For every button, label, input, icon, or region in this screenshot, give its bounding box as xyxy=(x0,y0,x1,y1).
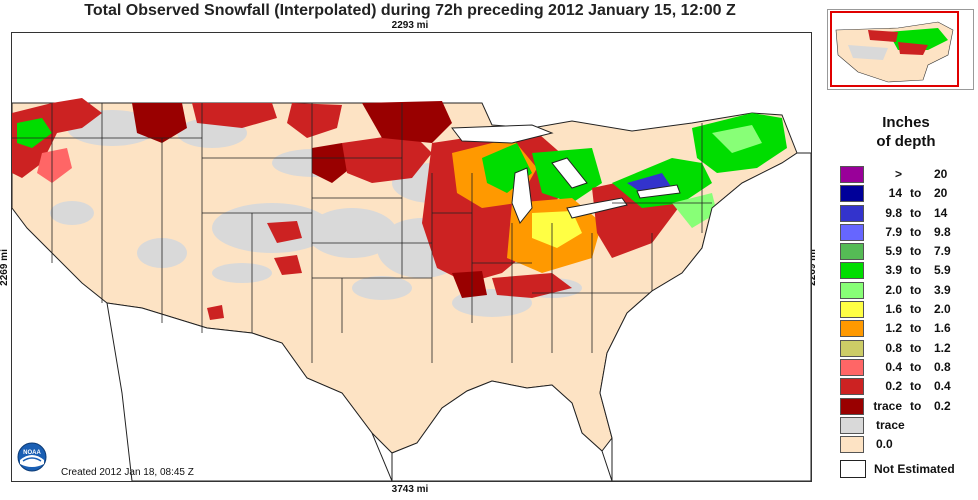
legend-range-to: to xyxy=(910,244,922,259)
state-borders xyxy=(12,103,712,363)
legend-range-to: to xyxy=(910,321,922,336)
legend-range-low: 0.2 xyxy=(885,379,902,394)
legend-range-low: trace xyxy=(873,398,902,413)
legend-range-high: 1.2 xyxy=(934,340,951,355)
legend-range-high: 0.8 xyxy=(934,359,951,374)
legend-range-low: > xyxy=(894,167,902,181)
legend-swatch xyxy=(840,223,864,241)
legend-swatch xyxy=(840,281,864,299)
legend-range-low: 14 xyxy=(888,186,902,201)
legend-range-to: to xyxy=(910,302,922,317)
legend-range-to: to xyxy=(910,186,922,201)
legend-range-low: 3.9 xyxy=(885,263,902,278)
legend-range-high: 20 xyxy=(934,167,948,181)
legend-swatch xyxy=(840,185,864,203)
legend-range-high: 2.0 xyxy=(934,302,951,317)
legend-range-to: to xyxy=(910,224,922,239)
top-distance-label: 2293 mi xyxy=(391,20,429,31)
overview-inset-map[interactable] xyxy=(827,9,974,90)
legend-swatch xyxy=(840,436,864,454)
legend-range-low: 7.9 xyxy=(885,224,902,239)
legend-range-low: 1.6 xyxy=(885,302,902,317)
legend-range-high: 3.9 xyxy=(934,282,951,297)
legend-range-to: to xyxy=(910,379,922,394)
inset-view-rectangle xyxy=(830,11,959,87)
legend-range-to: to xyxy=(910,282,922,297)
legend-heading-line2: of depth xyxy=(876,133,936,150)
legend-range-low: 1.2 xyxy=(885,321,902,336)
mexico-land xyxy=(106,302,393,481)
legend-range-to: to xyxy=(910,263,922,278)
legend-heading-line1: Inches xyxy=(882,114,930,131)
legend-swatch xyxy=(840,416,864,434)
legend-range-low: 9.8 xyxy=(885,205,902,220)
not-estimated-swatch xyxy=(840,460,866,478)
legend-swatch xyxy=(840,358,864,376)
legend-swatch xyxy=(840,301,864,319)
legend-range-to: to xyxy=(910,359,922,374)
snowfall-map-canvas xyxy=(12,33,811,481)
legend-label: trace xyxy=(876,417,905,432)
legend-swatch xyxy=(840,339,864,357)
legend-range-high: 7.9 xyxy=(934,244,951,259)
legend-swatch xyxy=(840,243,864,261)
legend-range-to: to xyxy=(910,340,922,355)
legend-swatch xyxy=(840,262,864,280)
not-estimated-label: Not Estimated xyxy=(874,462,955,476)
legend-swatch xyxy=(840,378,864,396)
legend-swatch xyxy=(840,204,864,222)
legend-range-high: 5.9 xyxy=(934,263,951,278)
legend-heading: Inches of depth xyxy=(846,113,966,151)
legend-range-low: 0.8 xyxy=(885,340,902,355)
snowfall-map[interactable] xyxy=(11,32,812,482)
legend-label: 0.0 xyxy=(876,437,893,452)
noaa-logo-text: NOAA xyxy=(23,450,41,456)
created-timestamp: Created 2012 Jan 18, 08:45 Z xyxy=(61,467,194,478)
legend-range-high: 1.6 xyxy=(934,321,951,336)
legend-range-low: 2.0 xyxy=(885,282,902,297)
snow-north xyxy=(12,98,452,320)
left-distance-label: 2269 mi xyxy=(0,249,10,286)
legend-range-low: 0.4 xyxy=(885,359,902,374)
legend-range-high: 14 xyxy=(934,205,948,220)
bottom-distance-label: 3743 mi xyxy=(391,484,429,495)
legend-range-high: 0.2 xyxy=(934,398,951,413)
legend-range-high: 20 xyxy=(934,186,948,201)
legend-swatch xyxy=(840,397,864,415)
legend-swatch xyxy=(840,166,864,183)
legend-range-low: 5.9 xyxy=(885,244,902,259)
legend-range-high: 0.4 xyxy=(934,379,951,394)
legend-range-to: to xyxy=(910,398,922,413)
legend-range-to: to xyxy=(910,205,922,220)
legend-range-high: 9.8 xyxy=(934,224,951,239)
legend-swatch xyxy=(840,320,864,338)
noaa-logo: NOAA xyxy=(17,442,47,472)
map-title: Total Observed Snowfall (Interpolated) d… xyxy=(84,2,736,19)
